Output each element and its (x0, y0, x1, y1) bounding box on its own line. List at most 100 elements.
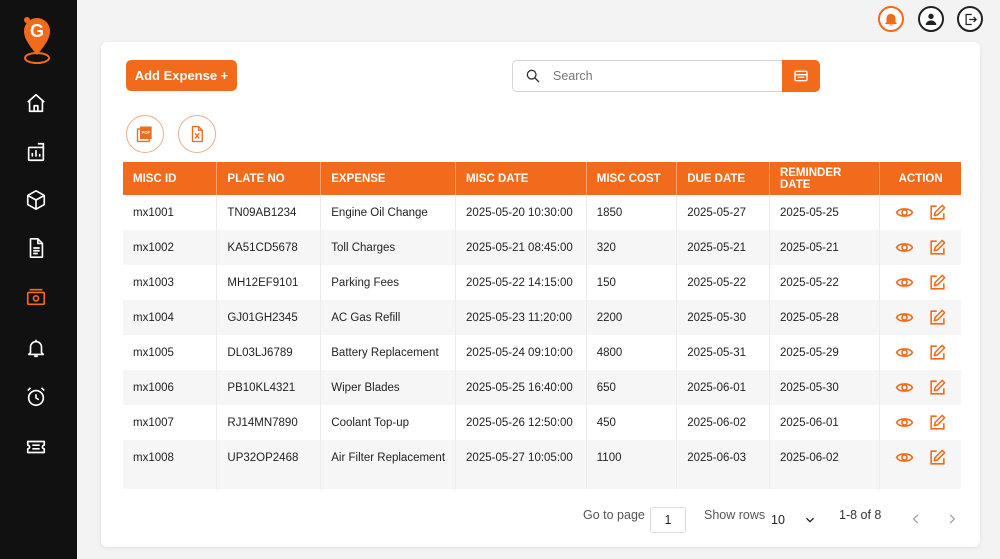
sidebar: G (0, 0, 77, 559)
plate-no-cell: RJ14MN7890 (216, 405, 322, 440)
search-box (512, 60, 782, 92)
edit-button[interactable] (928, 308, 947, 327)
search-input[interactable] (553, 69, 773, 83)
export-pdf-button[interactable]: PDF (126, 115, 164, 153)
table-row: mx1006 PB10KL4321 Wiper Blades 2025-05-25 1… (123, 370, 961, 405)
action-cell (879, 405, 961, 440)
edit-icon (930, 379, 946, 395)
prev-page-button[interactable] (908, 511, 924, 527)
misc-cost-cell: 2200 (586, 300, 678, 335)
nav-expenses[interactable] (22, 283, 50, 311)
notifications-button[interactable] (878, 6, 904, 32)
column-header[interactable]: MISC DATE (455, 162, 587, 195)
edit-button[interactable] (928, 378, 947, 397)
table-row: mx1003 MH12EF9101 Parking Fees 2025-05-22 1… (123, 265, 961, 300)
table-spacer-row (123, 475, 961, 489)
column-header[interactable]: MISC ID (123, 162, 218, 195)
eye-icon (895, 243, 913, 252)
column-header[interactable]: EXPENSE (320, 162, 457, 195)
filter-button[interactable] (782, 60, 820, 92)
profile-button[interactable] (918, 6, 944, 32)
logout-icon (965, 13, 977, 25)
view-button[interactable] (895, 203, 914, 222)
edit-icon (930, 414, 946, 430)
add-expense-button[interactable]: Add Expense + (126, 60, 237, 91)
eye-icon (895, 348, 913, 357)
column-header[interactable]: DUE DATE (676, 162, 770, 195)
eye-icon (895, 278, 913, 287)
table-row: mx1007 RJ14MN7890 Coolant Top-up 2025-05-26… (123, 405, 961, 440)
nav-notifications[interactable] (22, 334, 50, 362)
rows-per-page-value: 10 (771, 513, 785, 527)
edit-button[interactable] (928, 203, 947, 222)
edit-button[interactable] (928, 273, 947, 292)
view-button[interactable] (895, 343, 914, 362)
ticket-icon (26, 440, 46, 454)
misc-cost-cell: 4800 (586, 335, 678, 370)
due-date-cell: 2025-05-31 (676, 335, 770, 370)
plate-no-cell: TN09AB1234 (216, 195, 322, 230)
edit-icon (930, 274, 946, 290)
nav-home[interactable] (22, 89, 50, 117)
rows-per-page-select[interactable]: 10 (771, 508, 817, 532)
nav-reminders[interactable] (22, 383, 50, 411)
expense-cell: Air Filter Replacement (320, 440, 457, 475)
chart-icon (27, 142, 45, 162)
view-button[interactable] (895, 273, 914, 292)
column-header: ACTION (879, 162, 961, 195)
column-header[interactable]: MISC COST (586, 162, 678, 195)
edit-icon (930, 344, 946, 360)
eye-icon (895, 453, 913, 462)
logout-button[interactable] (957, 6, 983, 32)
reminder-date-cell: 2025-06-02 (769, 440, 881, 475)
edit-button[interactable] (928, 343, 947, 362)
misc-cost-cell: 450 (586, 405, 678, 440)
reminder-date-cell: 2025-05-30 (769, 370, 881, 405)
misc-date-cell: 2025-05-26 12:50:00 (455, 405, 587, 440)
due-date-cell: 2025-05-21 (676, 230, 770, 265)
view-button[interactable] (895, 378, 914, 397)
nav-tickets[interactable] (22, 433, 50, 461)
expense-cell: Toll Charges (320, 230, 457, 265)
nav-reports[interactable] (22, 138, 50, 166)
due-date-cell: 2025-06-02 (676, 405, 770, 440)
next-page-button[interactable] (944, 511, 960, 527)
edit-button[interactable] (928, 448, 947, 467)
misc-date-cell: 2025-05-21 08:45:00 (455, 230, 587, 265)
view-button[interactable] (895, 448, 914, 467)
reminder-date-cell: 2025-05-22 (769, 265, 881, 300)
column-header[interactable]: PLATE NO (216, 162, 322, 195)
edit-icon (930, 239, 946, 255)
nav-documents[interactable] (22, 234, 50, 262)
go-to-page-label: Go to page (583, 508, 645, 522)
user-icon (925, 13, 937, 25)
page-range-text: 1-8 of 8 (839, 508, 882, 522)
app-logo: G (20, 14, 56, 66)
misc-id-cell: mx1005 (123, 335, 218, 370)
view-button[interactable] (895, 413, 914, 432)
chevron-down-icon (806, 517, 814, 523)
page-number-input[interactable] (650, 507, 686, 533)
eye-icon (895, 208, 913, 217)
reminder-date-cell: 2025-06-01 (769, 405, 881, 440)
due-date-cell: 2025-05-30 (676, 300, 770, 335)
reminder-date-cell: 2025-05-28 (769, 300, 881, 335)
view-button[interactable] (895, 238, 914, 257)
export-excel-button[interactable] (178, 115, 216, 153)
chevron-right-icon (949, 514, 956, 524)
nav-inventory[interactable] (22, 186, 50, 214)
edit-button[interactable] (928, 238, 947, 257)
column-header[interactable]: REMINDER DATE (769, 162, 881, 195)
misc-date-cell: 2025-05-23 11:20:00 (455, 300, 587, 335)
expense-cell: AC Gas Refill (320, 300, 457, 335)
edit-button[interactable] (928, 413, 947, 432)
misc-id-cell: mx1002 (123, 230, 218, 265)
table-row: mx1004 GJ01GH2345 AC Gas Refill 2025-05-23 … (123, 300, 961, 335)
due-date-cell: 2025-05-27 (676, 195, 770, 230)
view-button[interactable] (895, 308, 914, 327)
misc-cost-cell: 1100 (586, 440, 678, 475)
box-icon (26, 190, 46, 210)
excel-icon (191, 125, 203, 143)
eye-icon (895, 418, 913, 427)
plate-no-cell: GJ01GH2345 (216, 300, 322, 335)
